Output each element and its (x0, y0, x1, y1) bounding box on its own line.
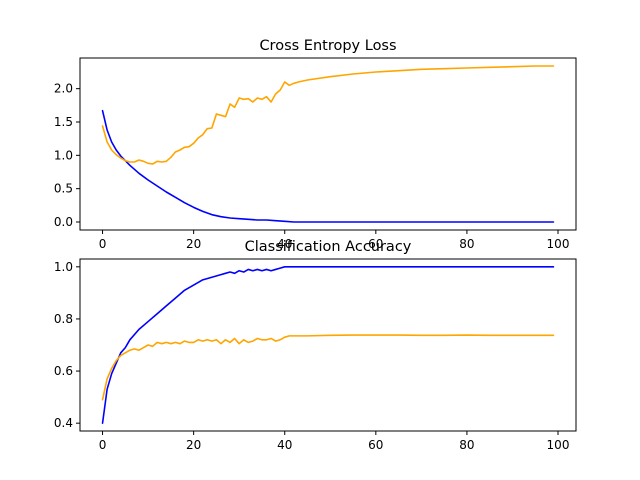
y-tick-label: 0.4 (54, 416, 73, 430)
x-tick-label: 60 (368, 438, 383, 452)
series-test-line (101, 334, 555, 401)
y-tick-label: 0.5 (54, 182, 73, 196)
x-tick-label: 20 (186, 237, 201, 251)
axes-frame (79, 57, 577, 231)
y-tick-label: 0.6 (54, 364, 73, 378)
series-test-line (101, 65, 555, 165)
x-tick-label: 0 (99, 237, 107, 251)
x-tick-label: 40 (277, 237, 292, 251)
chart-loss: 0 20 40 60 80 100 0.0 0.5 1.0 1.5 2.0 Cross Entropy… (54, 38, 577, 251)
plots: 0 20 40 60 80 100 0.0 0.5 1.0 1.5 2.0 Cross Entropy… (54, 38, 577, 452)
y-tick-label: 1.0 (54, 148, 73, 162)
y-tick-label: 1.5 (54, 115, 73, 129)
chart-accuracy: 0 20 40 60 80 100 0.4 0.6 0.8 1.0 Classification A… (54, 239, 577, 452)
y-tick-label: 2.0 (54, 82, 73, 96)
series-train-line (101, 266, 555, 424)
x-tick-label: 20 (186, 438, 201, 452)
chart-title: Cross Entropy Loss (259, 38, 396, 54)
x-tick-label: 100 (547, 237, 570, 251)
y-tick-label: 0.8 (54, 312, 73, 326)
x-tick-label: 0 (99, 438, 107, 452)
x-tick-label: 100 (547, 438, 570, 452)
y-tick-label: 1.0 (54, 260, 73, 274)
x-tick-label: 80 (459, 438, 474, 452)
x-tick-label: 60 (368, 237, 383, 251)
axes-frame (79, 258, 577, 432)
chart-title: Classification Accuracy (245, 239, 412, 255)
x-tick-label: 40 (277, 438, 292, 452)
x-tick-label: 80 (459, 237, 474, 251)
y-tick-label: 0.0 (54, 215, 73, 229)
